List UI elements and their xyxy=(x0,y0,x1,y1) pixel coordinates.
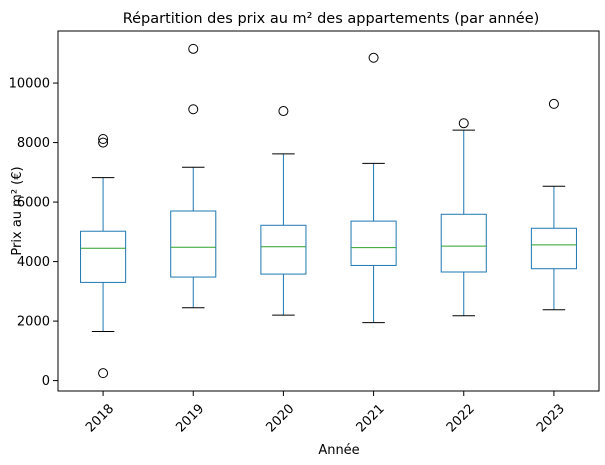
x-axis: 2018 2019 2020 2021 2022 2023 xyxy=(83,391,568,435)
iqr-box xyxy=(80,230,127,283)
x-tick-label: 2018 xyxy=(83,401,117,435)
outlier-point xyxy=(98,134,109,144)
outlier-point xyxy=(548,98,559,109)
outlier-point xyxy=(188,104,199,115)
outlier-point xyxy=(98,368,109,379)
box-2023 xyxy=(530,98,577,311)
y-tick-label: 2000 xyxy=(17,315,50,330)
box-2020 xyxy=(260,106,307,316)
x-tick-label: 2021 xyxy=(354,401,388,435)
outlier-point xyxy=(458,118,469,129)
y-tick-label: 4000 xyxy=(17,255,50,270)
chart-title: Répartition des prix au m² des apparteme… xyxy=(123,11,540,27)
box-2019 xyxy=(170,43,217,309)
plot-area-frame xyxy=(57,30,600,392)
iqr-box xyxy=(530,227,577,270)
y-axis-label: Prix au m² (€) xyxy=(10,166,25,255)
x-tick-label: 2020 xyxy=(263,401,297,435)
outlier-point xyxy=(98,137,109,148)
y-tick-label: 8000 xyxy=(17,136,50,151)
box-2018 xyxy=(80,134,127,379)
x-tick-label: 2022 xyxy=(444,401,478,435)
iqr-box xyxy=(350,220,397,266)
box-2022 xyxy=(440,118,487,317)
outlier-point xyxy=(278,106,289,117)
box-2021 xyxy=(350,52,397,324)
iqr-box xyxy=(440,213,487,273)
y-tick-label: 10000 xyxy=(9,77,50,92)
y-axis: 0 2000 4000 6000 8000 10000 xyxy=(9,77,58,389)
x-axis-label: Année xyxy=(318,443,359,458)
iqr-box xyxy=(170,210,217,278)
y-tick-label: 0 xyxy=(42,374,50,389)
x-tick-label: 2023 xyxy=(534,401,568,435)
outlier-point xyxy=(188,43,199,54)
outlier-point xyxy=(368,52,379,63)
x-tick-label: 2019 xyxy=(173,401,207,435)
iqr-box xyxy=(260,224,307,275)
y-tick-label: 6000 xyxy=(17,196,50,211)
box-series xyxy=(80,43,577,379)
